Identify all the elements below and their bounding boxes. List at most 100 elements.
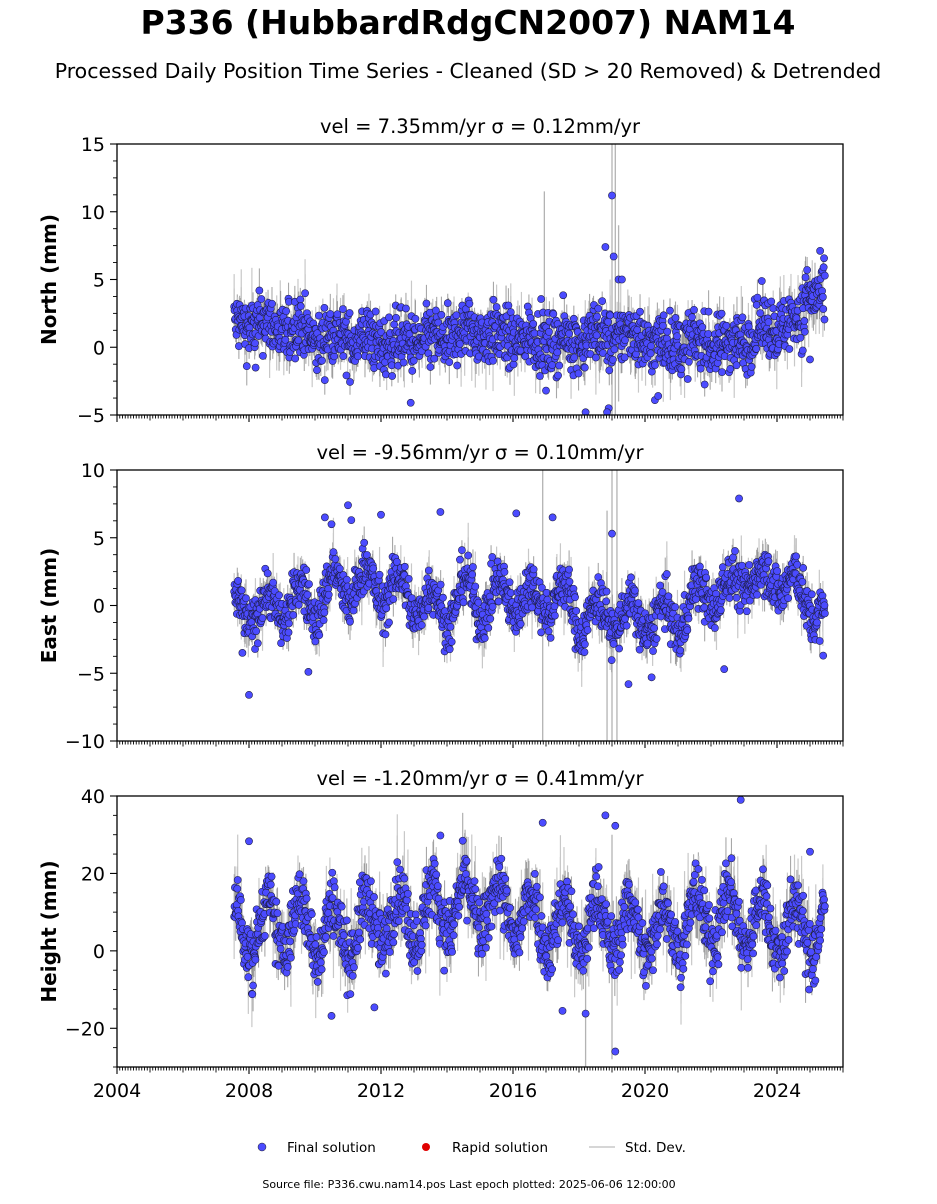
final-solution-point bbox=[313, 366, 320, 373]
final-solution-point bbox=[603, 598, 610, 605]
final-solution-point bbox=[283, 308, 290, 315]
final-solution-point bbox=[510, 361, 517, 368]
final-solution-point bbox=[797, 334, 804, 341]
final-solution-point bbox=[270, 579, 277, 586]
final-solution-point bbox=[697, 365, 704, 372]
final-solution-point bbox=[400, 359, 407, 366]
final-solution-point bbox=[370, 565, 377, 572]
panel-title-north: vel = 7.35mm/yr σ = 0.12mm/yr bbox=[320, 115, 641, 138]
final-solution-point bbox=[554, 372, 561, 379]
final-solution-point bbox=[481, 635, 488, 642]
final-solution-point bbox=[485, 624, 492, 631]
final-solution-point bbox=[550, 310, 557, 317]
final-solution-outlier bbox=[806, 356, 813, 363]
final-solution-point bbox=[303, 566, 310, 573]
final-solution-point bbox=[501, 568, 508, 575]
final-solution-point bbox=[727, 365, 734, 372]
final-solution-point bbox=[570, 315, 577, 322]
final-solution-point bbox=[801, 328, 808, 335]
y-tick-label: −5 bbox=[77, 405, 105, 427]
final-solution-outlier bbox=[407, 399, 414, 406]
final-solution-point bbox=[819, 293, 826, 300]
final-solution-point bbox=[623, 622, 630, 629]
final-solution-point bbox=[295, 601, 302, 608]
final-solution-outlier bbox=[655, 392, 662, 399]
final-solution-outlier bbox=[610, 253, 617, 260]
final-solution-point bbox=[448, 638, 455, 645]
final-solution-point bbox=[688, 314, 695, 321]
y-tick-label: 15 bbox=[81, 134, 105, 156]
final-solution-point bbox=[391, 321, 398, 328]
final-solution-point bbox=[242, 595, 249, 602]
final-solution-point bbox=[726, 594, 733, 601]
final-solution-point bbox=[717, 607, 724, 614]
final-solution-point bbox=[327, 310, 334, 317]
final-solution-point bbox=[390, 595, 397, 602]
final-solution-point bbox=[295, 337, 302, 344]
final-solution-point bbox=[672, 603, 679, 610]
final-solution-point bbox=[292, 355, 299, 362]
final-solution-point bbox=[575, 370, 582, 377]
final-solution-point bbox=[566, 566, 573, 573]
final-solution-point bbox=[469, 571, 476, 578]
final-solution-point bbox=[696, 563, 703, 570]
final-solution-point bbox=[545, 328, 552, 335]
final-solution-point bbox=[538, 629, 545, 636]
final-solution-point bbox=[465, 552, 472, 559]
final-solution-point bbox=[551, 612, 558, 619]
final-solution-outlier bbox=[252, 364, 259, 371]
final-solution-point bbox=[530, 566, 537, 573]
final-solution-point bbox=[346, 378, 353, 385]
final-solution-point bbox=[330, 549, 337, 556]
final-solution-point bbox=[804, 266, 811, 273]
final-solution-point bbox=[493, 303, 500, 310]
final-solution-point bbox=[581, 641, 588, 648]
final-solution-point bbox=[332, 555, 339, 562]
final-solution-point bbox=[627, 574, 634, 581]
final-solution-point bbox=[420, 613, 427, 620]
final-solution-point bbox=[458, 547, 465, 554]
final-solution-point bbox=[821, 272, 828, 279]
final-solution-point bbox=[507, 308, 514, 315]
final-solution-point bbox=[703, 574, 710, 581]
final-solution-point bbox=[305, 581, 312, 588]
final-solution-point bbox=[489, 357, 496, 364]
final-solution-point bbox=[382, 631, 389, 638]
final-solution-point bbox=[733, 362, 740, 369]
final-solution-point bbox=[346, 309, 353, 316]
final-solution-point bbox=[672, 314, 679, 321]
final-solution-point bbox=[660, 312, 667, 319]
final-solution-point bbox=[644, 640, 651, 647]
final-solution-point bbox=[321, 609, 328, 616]
final-solution-point bbox=[653, 635, 660, 642]
final-solution-point bbox=[251, 340, 258, 347]
final-solution-point bbox=[256, 287, 263, 294]
final-solution-point bbox=[238, 587, 245, 594]
final-solution-point bbox=[663, 570, 670, 577]
final-solution-point bbox=[820, 264, 827, 271]
final-solution-point bbox=[603, 588, 610, 595]
final-solution-point bbox=[699, 324, 706, 331]
final-solution-point bbox=[547, 634, 554, 641]
final-solution-point bbox=[331, 353, 338, 360]
final-solution-point bbox=[758, 277, 765, 284]
final-solution-point bbox=[753, 345, 760, 352]
final-solution-point bbox=[456, 556, 463, 563]
y-axis-label-north: North (mm) bbox=[37, 214, 61, 345]
final-solution-point bbox=[325, 591, 332, 598]
final-solution-point bbox=[581, 364, 588, 371]
final-solution-point bbox=[318, 357, 325, 364]
final-solution-point bbox=[765, 319, 772, 326]
y-axis-label-east: East (mm) bbox=[37, 548, 61, 664]
final-solution-point bbox=[719, 564, 726, 571]
y-tick-label: 0 bbox=[93, 337, 105, 359]
final-solution-point bbox=[412, 315, 419, 322]
final-solution-point bbox=[593, 332, 600, 339]
final-solution-point bbox=[505, 302, 512, 309]
final-solution-point bbox=[616, 645, 623, 652]
final-solution-point bbox=[264, 570, 271, 577]
series-east bbox=[231, 470, 829, 741]
final-solution-point bbox=[444, 300, 451, 307]
final-solution-point bbox=[718, 310, 725, 317]
final-solution-point bbox=[439, 594, 446, 601]
